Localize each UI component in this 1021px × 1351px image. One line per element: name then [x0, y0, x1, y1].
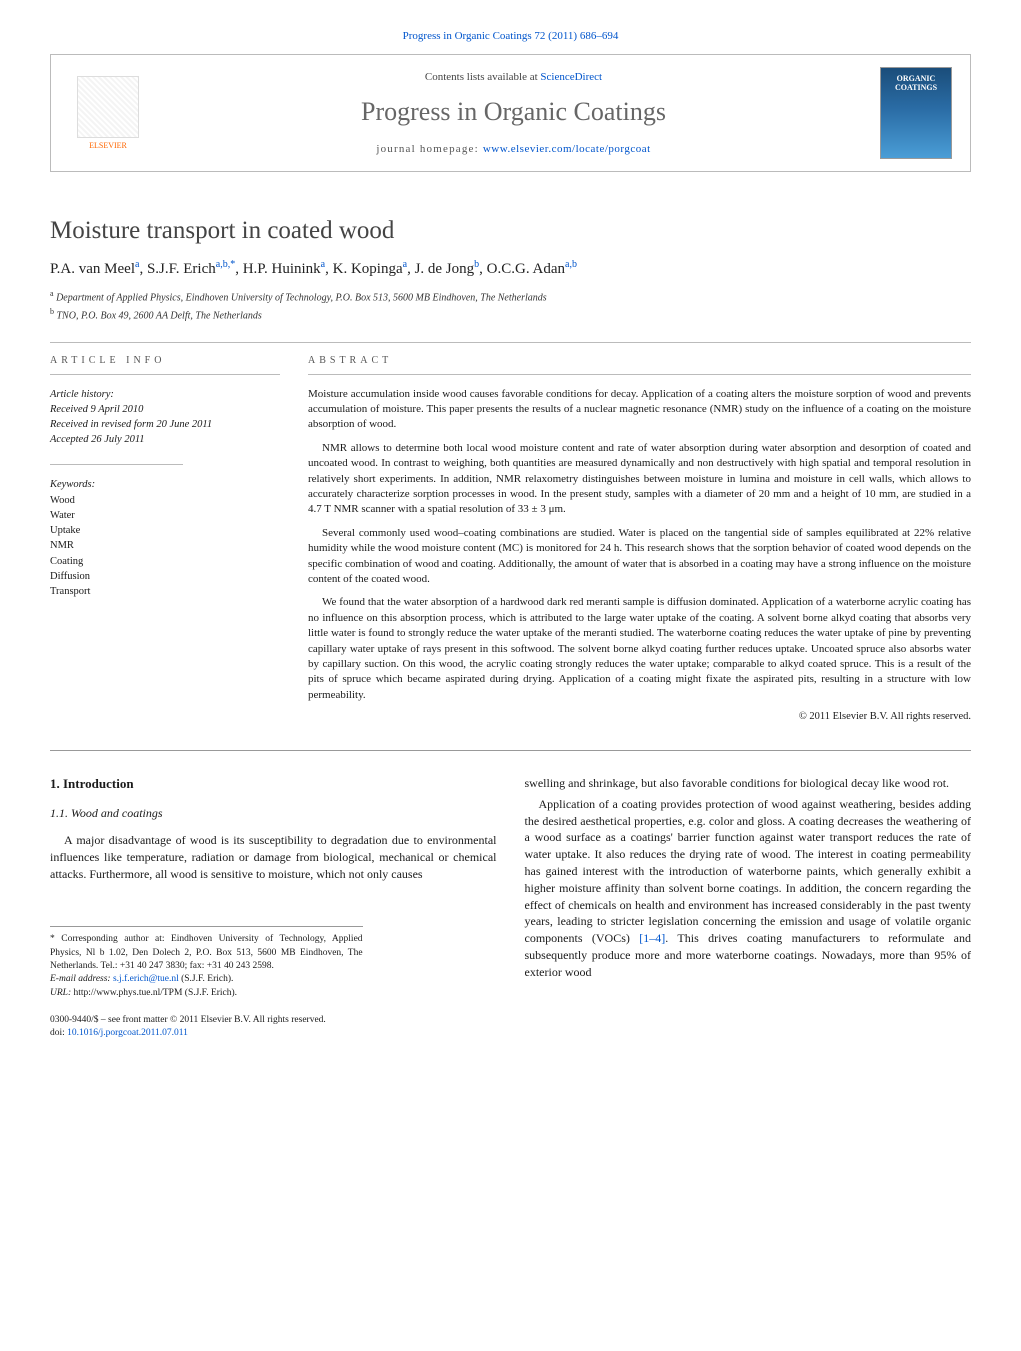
section-heading: 1. Introduction	[50, 775, 497, 793]
abstract-column: abstract Moisture accumulation inside wo…	[308, 355, 971, 722]
abstract-paragraph: Several commonly used wood–coating combi…	[308, 526, 971, 588]
url-text: http://www.phys.tue.nl/TPM	[74, 988, 183, 998]
affiliation-a: a Department of Applied Physics, Eindhov…	[50, 288, 971, 306]
email-label: E-mail address:	[50, 974, 113, 984]
url-label: URL:	[50, 988, 74, 998]
email-line: E-mail address: s.j.f.erich@tue.nl (S.J.…	[50, 973, 363, 986]
bottom-meta: 0300-9440/$ – see front matter © 2011 El…	[50, 1014, 497, 1041]
keyword-item: Coating	[50, 554, 280, 569]
journal-cover-thumbnail: ORGANIC COATINGS	[880, 67, 952, 159]
email-suffix: (S.J.F. Erich).	[181, 974, 233, 984]
keyword-item: Wood	[50, 493, 280, 508]
homepage-link[interactable]: www.elsevier.com/locate/porgcoat	[483, 143, 651, 155]
subsection-title: Wood and coatings	[71, 806, 163, 820]
info-abstract-row: article info Article history: Received 9…	[50, 355, 971, 722]
affiliation-b-text: TNO, P.O. Box 49, 2600 AA Delft, The Net…	[57, 310, 262, 321]
email-link[interactable]: s.j.f.erich@tue.nl	[113, 974, 179, 984]
keyword-item: Transport	[50, 584, 280, 599]
keyword-item: Diffusion	[50, 569, 280, 584]
publisher-name: ELSEVIER	[89, 141, 127, 150]
article-info-column: article info Article history: Received 9…	[50, 355, 280, 722]
body-paragraph: swelling and shrinkage, but also favorab…	[525, 775, 972, 792]
divider	[308, 374, 971, 375]
divider	[50, 342, 971, 343]
keyword-item: Water	[50, 508, 280, 523]
journal-title: Progress in Organic Coatings	[147, 97, 880, 127]
issn-line: 0300-9440/$ – see front matter © 2011 El…	[50, 1014, 497, 1027]
journal-header-box: ELSEVIER Contents lists available at Sci…	[50, 54, 971, 172]
article-title: Moisture transport in coated wood	[50, 217, 971, 245]
body-text-pre: Application of a coating provides protec…	[525, 797, 972, 945]
section-title: Introduction	[63, 776, 134, 791]
keywords-block: Keywords: WoodWaterUptakeNMRCoatingDiffu…	[50, 477, 280, 600]
divider	[50, 464, 183, 465]
cover-label-2: COATINGS	[895, 83, 937, 92]
keywords-list: WoodWaterUptakeNMRCoatingDiffusionTransp…	[50, 493, 280, 600]
url-suffix: (S.J.F. Erich).	[185, 988, 237, 998]
subsection-heading: 1.1. Wood and coatings	[50, 805, 497, 822]
body-paragraph: Application of a coating provides protec…	[525, 796, 972, 981]
elsevier-tree-icon	[77, 76, 139, 138]
divider	[50, 750, 971, 751]
revised-date: Received in revised form 20 June 2011	[50, 419, 212, 430]
doi-label: doi:	[50, 1028, 65, 1038]
cover-label-1: ORGANIC	[897, 74, 936, 83]
url-line: URL: http://www.phys.tue.nl/TPM (S.J.F. …	[50, 987, 363, 1000]
history-block: Article history: Received 9 April 2010 R…	[50, 387, 280, 448]
body-right-column: swelling and shrinkage, but also favorab…	[525, 775, 972, 1040]
authors-line: P.A. van Meela, S.J.F. Ericha,b,*, H.P. …	[50, 259, 971, 278]
accepted-date: Accepted 26 July 2011	[50, 434, 145, 445]
corresponding-author-note: * Corresponding author at: Eindhoven Uni…	[50, 933, 363, 973]
footnotes-block: * Corresponding author at: Eindhoven Uni…	[50, 926, 363, 999]
affiliation-a-text: Department of Applied Physics, Eindhoven…	[56, 292, 547, 303]
journal-center-block: Contents lists available at ScienceDirec…	[147, 71, 880, 155]
affiliation-b: b TNO, P.O. Box 49, 2600 AA Delft, The N…	[50, 306, 971, 324]
affiliations-block: a Department of Applied Physics, Eindhov…	[50, 288, 971, 324]
received-date: Received 9 April 2010	[50, 404, 143, 415]
homepage-line: journal homepage: www.elsevier.com/locat…	[147, 143, 880, 155]
body-columns: 1. Introduction 1.1. Wood and coatings A…	[50, 775, 971, 1040]
article-info-heading: article info	[50, 355, 280, 366]
homepage-prefix: journal homepage:	[376, 143, 483, 155]
divider	[50, 374, 280, 375]
abstract-copyright: © 2011 Elsevier B.V. All rights reserved…	[308, 711, 971, 722]
abstract-paragraphs: Moisture accumulation inside wood causes…	[308, 387, 971, 703]
abstract-heading: abstract	[308, 355, 971, 366]
history-label: Article history:	[50, 389, 114, 400]
abstract-paragraph: NMR allows to determine both local wood …	[308, 441, 971, 518]
body-left-column: 1. Introduction 1.1. Wood and coatings A…	[50, 775, 497, 1040]
abstract-paragraph: Moisture accumulation inside wood causes…	[308, 387, 971, 433]
keywords-label: Keywords:	[50, 477, 280, 492]
citation-header: Progress in Organic Coatings 72 (2011) 6…	[50, 30, 971, 42]
abstract-paragraph: We found that the water absorption of a …	[308, 595, 971, 703]
elsevier-logo: ELSEVIER	[69, 68, 147, 158]
body-paragraph: A major disadvantage of wood is its susc…	[50, 832, 497, 882]
reference-link[interactable]: [1–4]	[639, 931, 665, 945]
citation-link[interactable]: Progress in Organic Coatings 72 (2011) 6…	[403, 30, 619, 42]
doi-line: doi: 10.1016/j.porgcoat.2011.07.011	[50, 1027, 497, 1040]
section-number: 1.	[50, 776, 60, 791]
contents-prefix: Contents lists available at	[425, 71, 540, 83]
keyword-item: NMR	[50, 538, 280, 553]
sciencedirect-link[interactable]: ScienceDirect	[540, 71, 602, 83]
doi-link[interactable]: 10.1016/j.porgcoat.2011.07.011	[67, 1028, 188, 1038]
keyword-item: Uptake	[50, 523, 280, 538]
subsection-number: 1.1.	[50, 806, 68, 820]
contents-line: Contents lists available at ScienceDirec…	[147, 71, 880, 83]
